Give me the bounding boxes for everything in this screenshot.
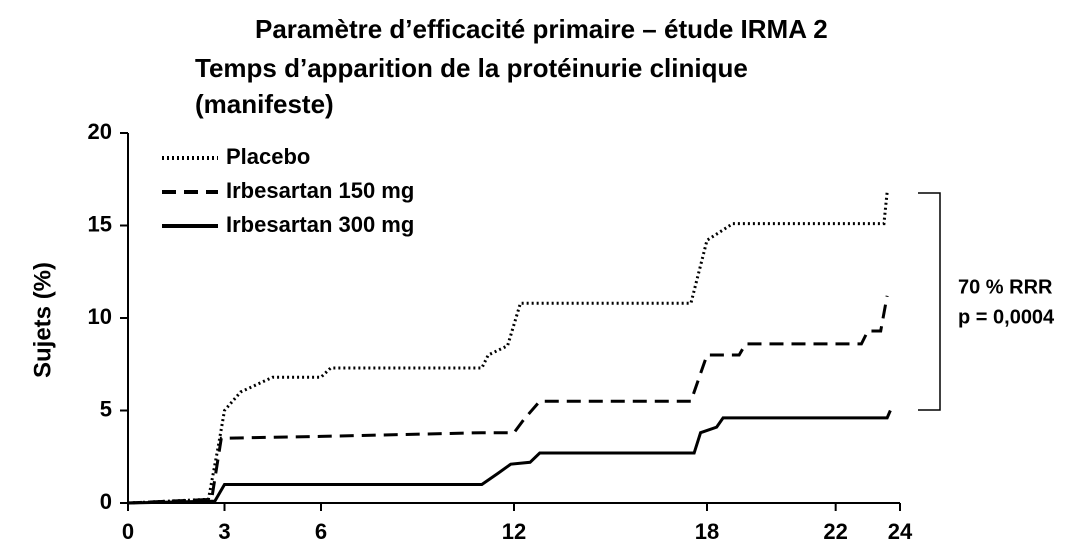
y-tick-label: 10 bbox=[88, 304, 112, 329]
chart-title: Paramètre d’efficacité primaire – étude … bbox=[255, 14, 828, 44]
chart-subtitle: Temps d’apparition de la protéinurie cli… bbox=[195, 53, 748, 119]
x-tick-label: 6 bbox=[315, 519, 327, 544]
x-tick-label: 12 bbox=[502, 519, 526, 544]
legend-label: Placebo bbox=[226, 144, 310, 169]
line bbox=[127, 192, 889, 505]
annotation: 70 % RRR bbox=[958, 276, 1053, 298]
line bbox=[127, 409, 892, 505]
y-tick-label: 20 bbox=[88, 119, 112, 144]
x-tick-label: 22 bbox=[823, 519, 847, 544]
legend-label: Irbesartan 300 mg bbox=[226, 212, 414, 237]
y-tick-label: 15 bbox=[88, 211, 112, 236]
y-tick-label: 5 bbox=[100, 396, 112, 421]
legend-label: Irbesartan 150 mg bbox=[226, 178, 414, 203]
x-tick-label: 18 bbox=[695, 519, 719, 544]
x-tick-label: 24 bbox=[888, 519, 913, 544]
y-tick-label: 0 bbox=[100, 489, 112, 514]
bracket bbox=[918, 192, 941, 411]
x-tick-label: 3 bbox=[218, 519, 230, 544]
line bbox=[127, 295, 889, 505]
x-tick-label: 0 bbox=[122, 519, 134, 544]
y-axis-label: Sujets (%) bbox=[29, 262, 56, 378]
annotation: p = 0,0004 bbox=[958, 306, 1055, 328]
